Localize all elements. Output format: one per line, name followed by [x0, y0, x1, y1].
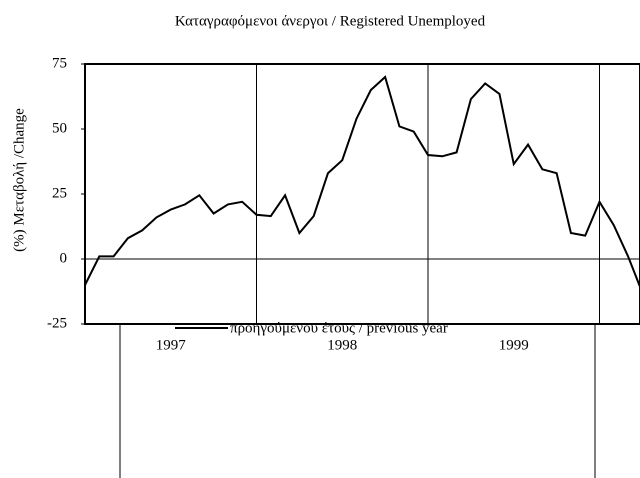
- y-axis-label: (%) Μεταβολή /Change: [11, 108, 27, 252]
- y-tick-label: 0: [60, 250, 68, 266]
- plot-area: [84, 63, 640, 325]
- x-tick-label: 1999: [499, 337, 529, 353]
- series-line: [84, 75, 640, 290]
- y-tick-label: 50: [52, 120, 67, 136]
- chart-title: Καταγραφόμενοι άνεργοι / Registered Unem…: [175, 13, 486, 29]
- y-tick-label: -25: [47, 315, 67, 331]
- y-tick-label: 25: [52, 185, 67, 201]
- x-tick-label: 1998: [327, 337, 357, 353]
- x-tick-label: 1997: [156, 337, 187, 353]
- y-tick-label: 75: [52, 55, 67, 71]
- legend-label: προηγούμενου έτους / previous year: [230, 320, 448, 336]
